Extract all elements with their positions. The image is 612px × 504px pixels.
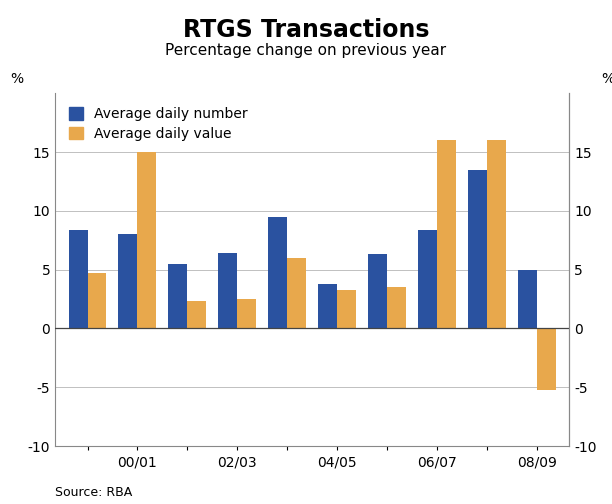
Bar <box>368 255 387 329</box>
Bar <box>337 290 356 329</box>
Text: Source: RBA: Source: RBA <box>55 486 132 499</box>
Bar <box>69 230 88 329</box>
Text: RTGS Transactions: RTGS Transactions <box>183 18 429 42</box>
Bar <box>119 234 138 329</box>
Bar <box>468 170 487 329</box>
Bar <box>138 152 157 329</box>
Bar <box>268 217 287 329</box>
Bar <box>187 301 206 329</box>
Bar <box>287 258 306 329</box>
Bar <box>437 140 456 329</box>
Bar <box>518 270 537 329</box>
Text: Percentage change on previous year: Percentage change on previous year <box>165 43 447 58</box>
Bar <box>168 264 187 329</box>
Bar <box>487 140 506 329</box>
Bar <box>387 287 406 329</box>
Bar <box>237 299 256 329</box>
Text: %: % <box>10 72 23 86</box>
Text: %: % <box>601 72 612 86</box>
Bar <box>318 284 337 329</box>
Bar <box>218 253 237 329</box>
Bar <box>88 273 106 329</box>
Bar <box>418 230 437 329</box>
Bar <box>537 329 556 390</box>
Legend: Average daily number, Average daily value: Average daily number, Average daily valu… <box>62 100 255 148</box>
